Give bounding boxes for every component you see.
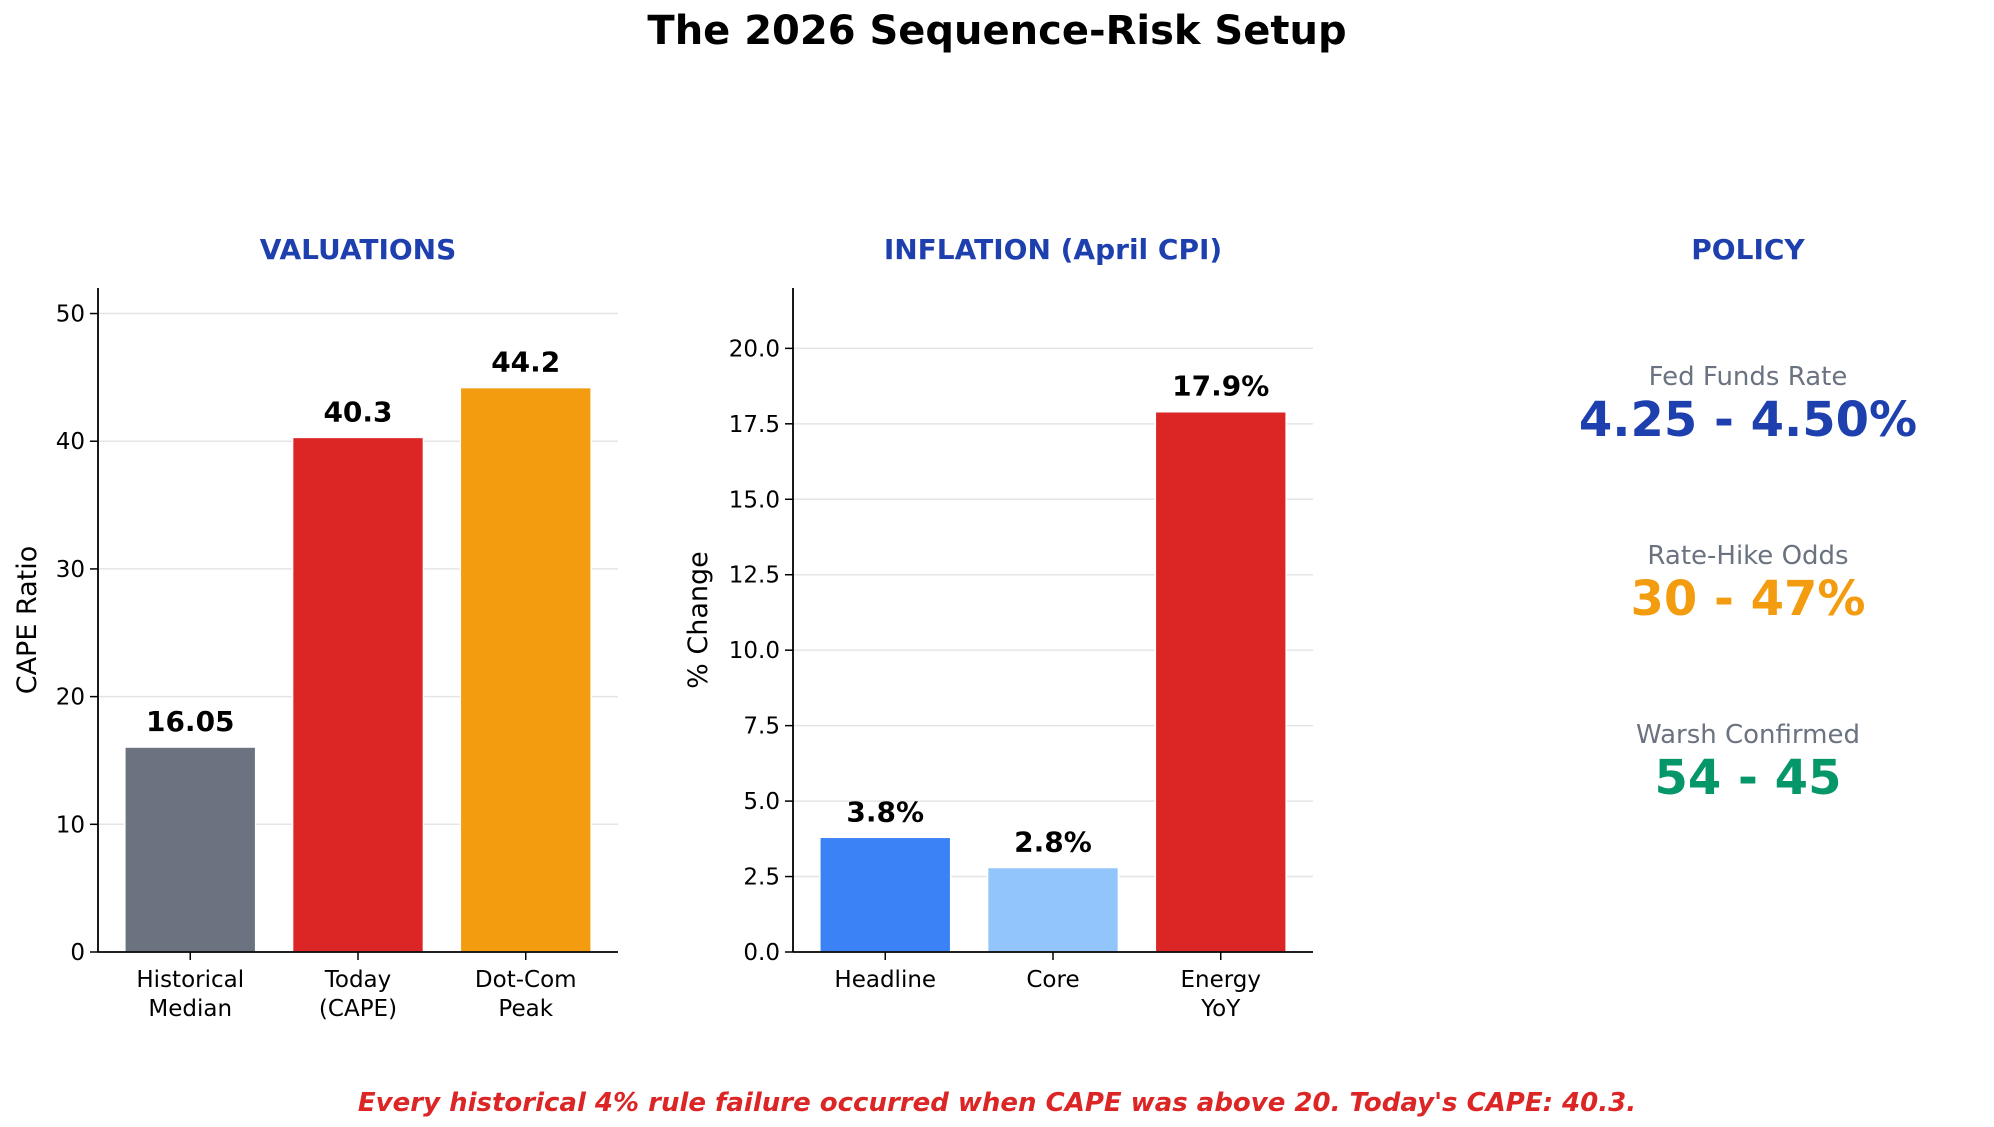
footer-note: Every historical 4% rule failure occurre… — [357, 1088, 1637, 1118]
inflation-x-tick-label: YoY — [1200, 996, 1241, 1022]
valuations-y-tick-label: 50 — [56, 302, 85, 328]
inflation-y-tick-label: 7.5 — [743, 714, 780, 740]
valuations-bar — [124, 746, 257, 953]
valuations-x-tick-label: Median — [148, 996, 232, 1022]
valuations-y-axis-label: CAPE Ratio — [12, 546, 43, 695]
page-title: The 2026 Sequence-Risk Setup — [647, 8, 1347, 54]
valuations-x-tick-label: Today — [324, 967, 392, 993]
valuations-y-tick-label: 20 — [56, 685, 85, 711]
inflation-x-tick-label: Headline — [834, 967, 936, 993]
valuations-bar — [291, 436, 425, 953]
valuations-title: VALUATIONS — [259, 233, 457, 266]
valuations-x-tick-label: Historical — [136, 967, 244, 993]
inflation-value-label: 2.8% — [1014, 825, 1092, 858]
valuations-value-label: 44.2 — [491, 346, 560, 379]
inflation-x-tick-label: Core — [1026, 967, 1079, 993]
inflation-bar — [819, 836, 952, 953]
valuations-x-tick-label: Peak — [498, 996, 553, 1022]
valuations-bar — [459, 386, 592, 953]
inflation-bar — [986, 866, 1120, 953]
inflation-value-label: 17.9% — [1172, 370, 1269, 403]
inflation-y-axis-label: % Change — [683, 551, 714, 689]
policy-value-rate-hike-odds: 30 - 47% — [1630, 571, 1866, 627]
inflation-y-tick-label: 10.0 — [729, 638, 780, 664]
valuations-y-tick-label: 10 — [56, 812, 85, 838]
inflation-y-tick-label: 5.0 — [743, 789, 780, 815]
policy-label-rate-hike-odds: Rate-Hike Odds — [1647, 541, 1849, 571]
policy-label-warsh-confirmed: Warsh Confirmed — [1636, 720, 1860, 750]
inflation-y-tick-label: 0.0 — [743, 940, 780, 966]
valuations-value-label: 16.05 — [146, 705, 235, 738]
policy-value-fed-funds: 4.25 - 4.50% — [1578, 392, 1918, 448]
inflation-value-label: 3.8% — [846, 795, 924, 828]
inflation-y-tick-label: 12.5 — [729, 563, 780, 589]
policy-label-fed-funds: Fed Funds Rate — [1648, 362, 1848, 392]
inflation-bar — [1154, 410, 1287, 953]
policy-value-warsh-confirmed: 54 - 45 — [1654, 750, 1842, 806]
inflation-y-tick-label: 17.5 — [729, 412, 780, 438]
inflation-title: INFLATION (April CPI) — [883, 233, 1223, 266]
valuations-x-tick-label: Dot-Com — [475, 967, 577, 993]
valuations-value-label: 40.3 — [323, 395, 392, 428]
policy-title: POLICY — [1691, 233, 1805, 266]
inflation-x-tick-label: Energy — [1180, 967, 1261, 993]
valuations-y-tick-label: 0 — [70, 940, 85, 966]
valuations-x-tick-label: (CAPE) — [319, 996, 397, 1022]
inflation-y-tick-label: 20.0 — [729, 336, 780, 362]
inflation-y-tick-label: 15.0 — [729, 487, 780, 513]
valuations-y-tick-label: 30 — [56, 557, 85, 583]
inflation-y-tick-label: 2.5 — [743, 865, 780, 891]
valuations-y-tick-label: 40 — [56, 429, 85, 455]
